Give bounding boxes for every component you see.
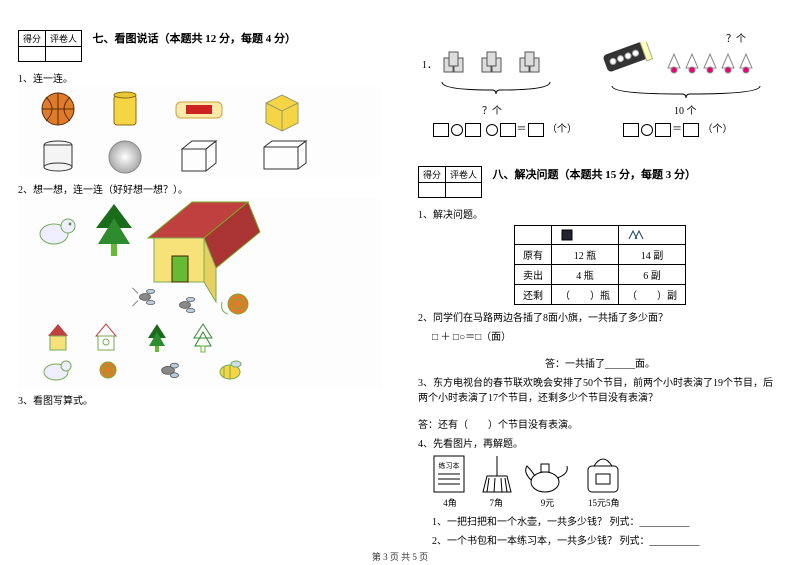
score-label: 得分 <box>19 31 46 47</box>
marker-label2: 评卷人 <box>446 167 482 183</box>
q8-4-items: 练习本 <box>428 452 782 496</box>
label-10: 10 个 <box>674 102 697 117</box>
row-orig: 原有 <box>515 245 552 265</box>
eq-row-1: ＝ （个） <box>432 120 577 137</box>
score-row-8: 得分 评卷人 八、解决问题（本题共 15 分，每题 3 分） <box>418 166 782 202</box>
q7-2-text: 2、想一想，连一连（好好想一想？）。 <box>18 181 382 196</box>
page-footer: 第 3 页 共 5 页 <box>0 550 800 563</box>
q8-4a: 1、一把扫把和一个水壶，一共多少钱？ 列式：__________ <box>432 513 782 528</box>
tail2: （个） <box>703 124 733 135</box>
score-box-8: 得分 评卷人 <box>418 166 482 198</box>
notebook-icon: 练习本 <box>428 452 472 496</box>
broom-icon <box>475 452 519 496</box>
eq-row-2: ＝ （个） <box>622 120 733 137</box>
marker-label: 评卷人 <box>46 31 82 47</box>
price-row: 4角 7角 9元 15元5角 <box>428 496 782 509</box>
section7-title: 七、看图说话（本题共 12 分，每题 4 分） <box>93 30 297 46</box>
tail1: （个） <box>547 124 577 135</box>
q7-1-text: 1、连一连。 <box>18 70 382 85</box>
qmark-cups: ？个 <box>482 102 502 117</box>
q7-2-figure <box>18 198 382 388</box>
q7-3-text: 3、看图写算式。 <box>18 392 382 407</box>
row-left: 还剩 <box>515 285 552 305</box>
q8-2: 2、同学们在马路两边各插了8面小旗，一共插了多少面？ <box>418 309 782 324</box>
q7-1-figure <box>18 87 382 177</box>
q8-table: 原有 12 瓶 14 副 卖出 4 瓶 6 副 还剩 （ ）瓶 （ ）副 <box>514 225 686 305</box>
score-label2: 得分 <box>419 167 446 183</box>
score-box-7: 得分 评卷人 <box>18 30 82 62</box>
row-sold: 卖出 <box>515 265 552 285</box>
q8-1: 1、解决问题。 <box>418 206 782 221</box>
svg-text:练习本: 练习本 <box>439 461 460 470</box>
bag-icon <box>578 452 632 496</box>
q8-4b: 2、一个书包和一本练习本，一共多少钱？ 列式：__________ <box>432 532 782 547</box>
section8-title: 八、解决问题（本题共 15 分，每题 3 分） <box>493 166 697 182</box>
left-column: 得分 评卷人 七、看图说话（本题共 12 分，每题 4 分） 1、连一连。 <box>0 0 400 565</box>
right-top-figures: 1． 2. ？个 <box>418 30 782 140</box>
q8-3: 3、东方电视台的春节联欢晚会安排了50个节目，前两个小时表演了19个节目，后两个… <box>418 374 782 404</box>
q8-4: 4、先看图片，再解题。 <box>418 435 782 450</box>
kettle-icon <box>521 452 575 496</box>
score-row: 得分 评卷人 七、看图说话（本题共 12 分，每题 4 分） <box>18 30 382 66</box>
q8-3-ans: 答：还有（ ）个节目没有表演。 <box>418 416 782 431</box>
right-column: 1． 2. ？个 <box>400 0 800 565</box>
q8-2-eq: □ ＋ □○＝□（面） <box>432 328 782 343</box>
q8-2-ans: 答：一共插了______面。 <box>418 355 782 370</box>
